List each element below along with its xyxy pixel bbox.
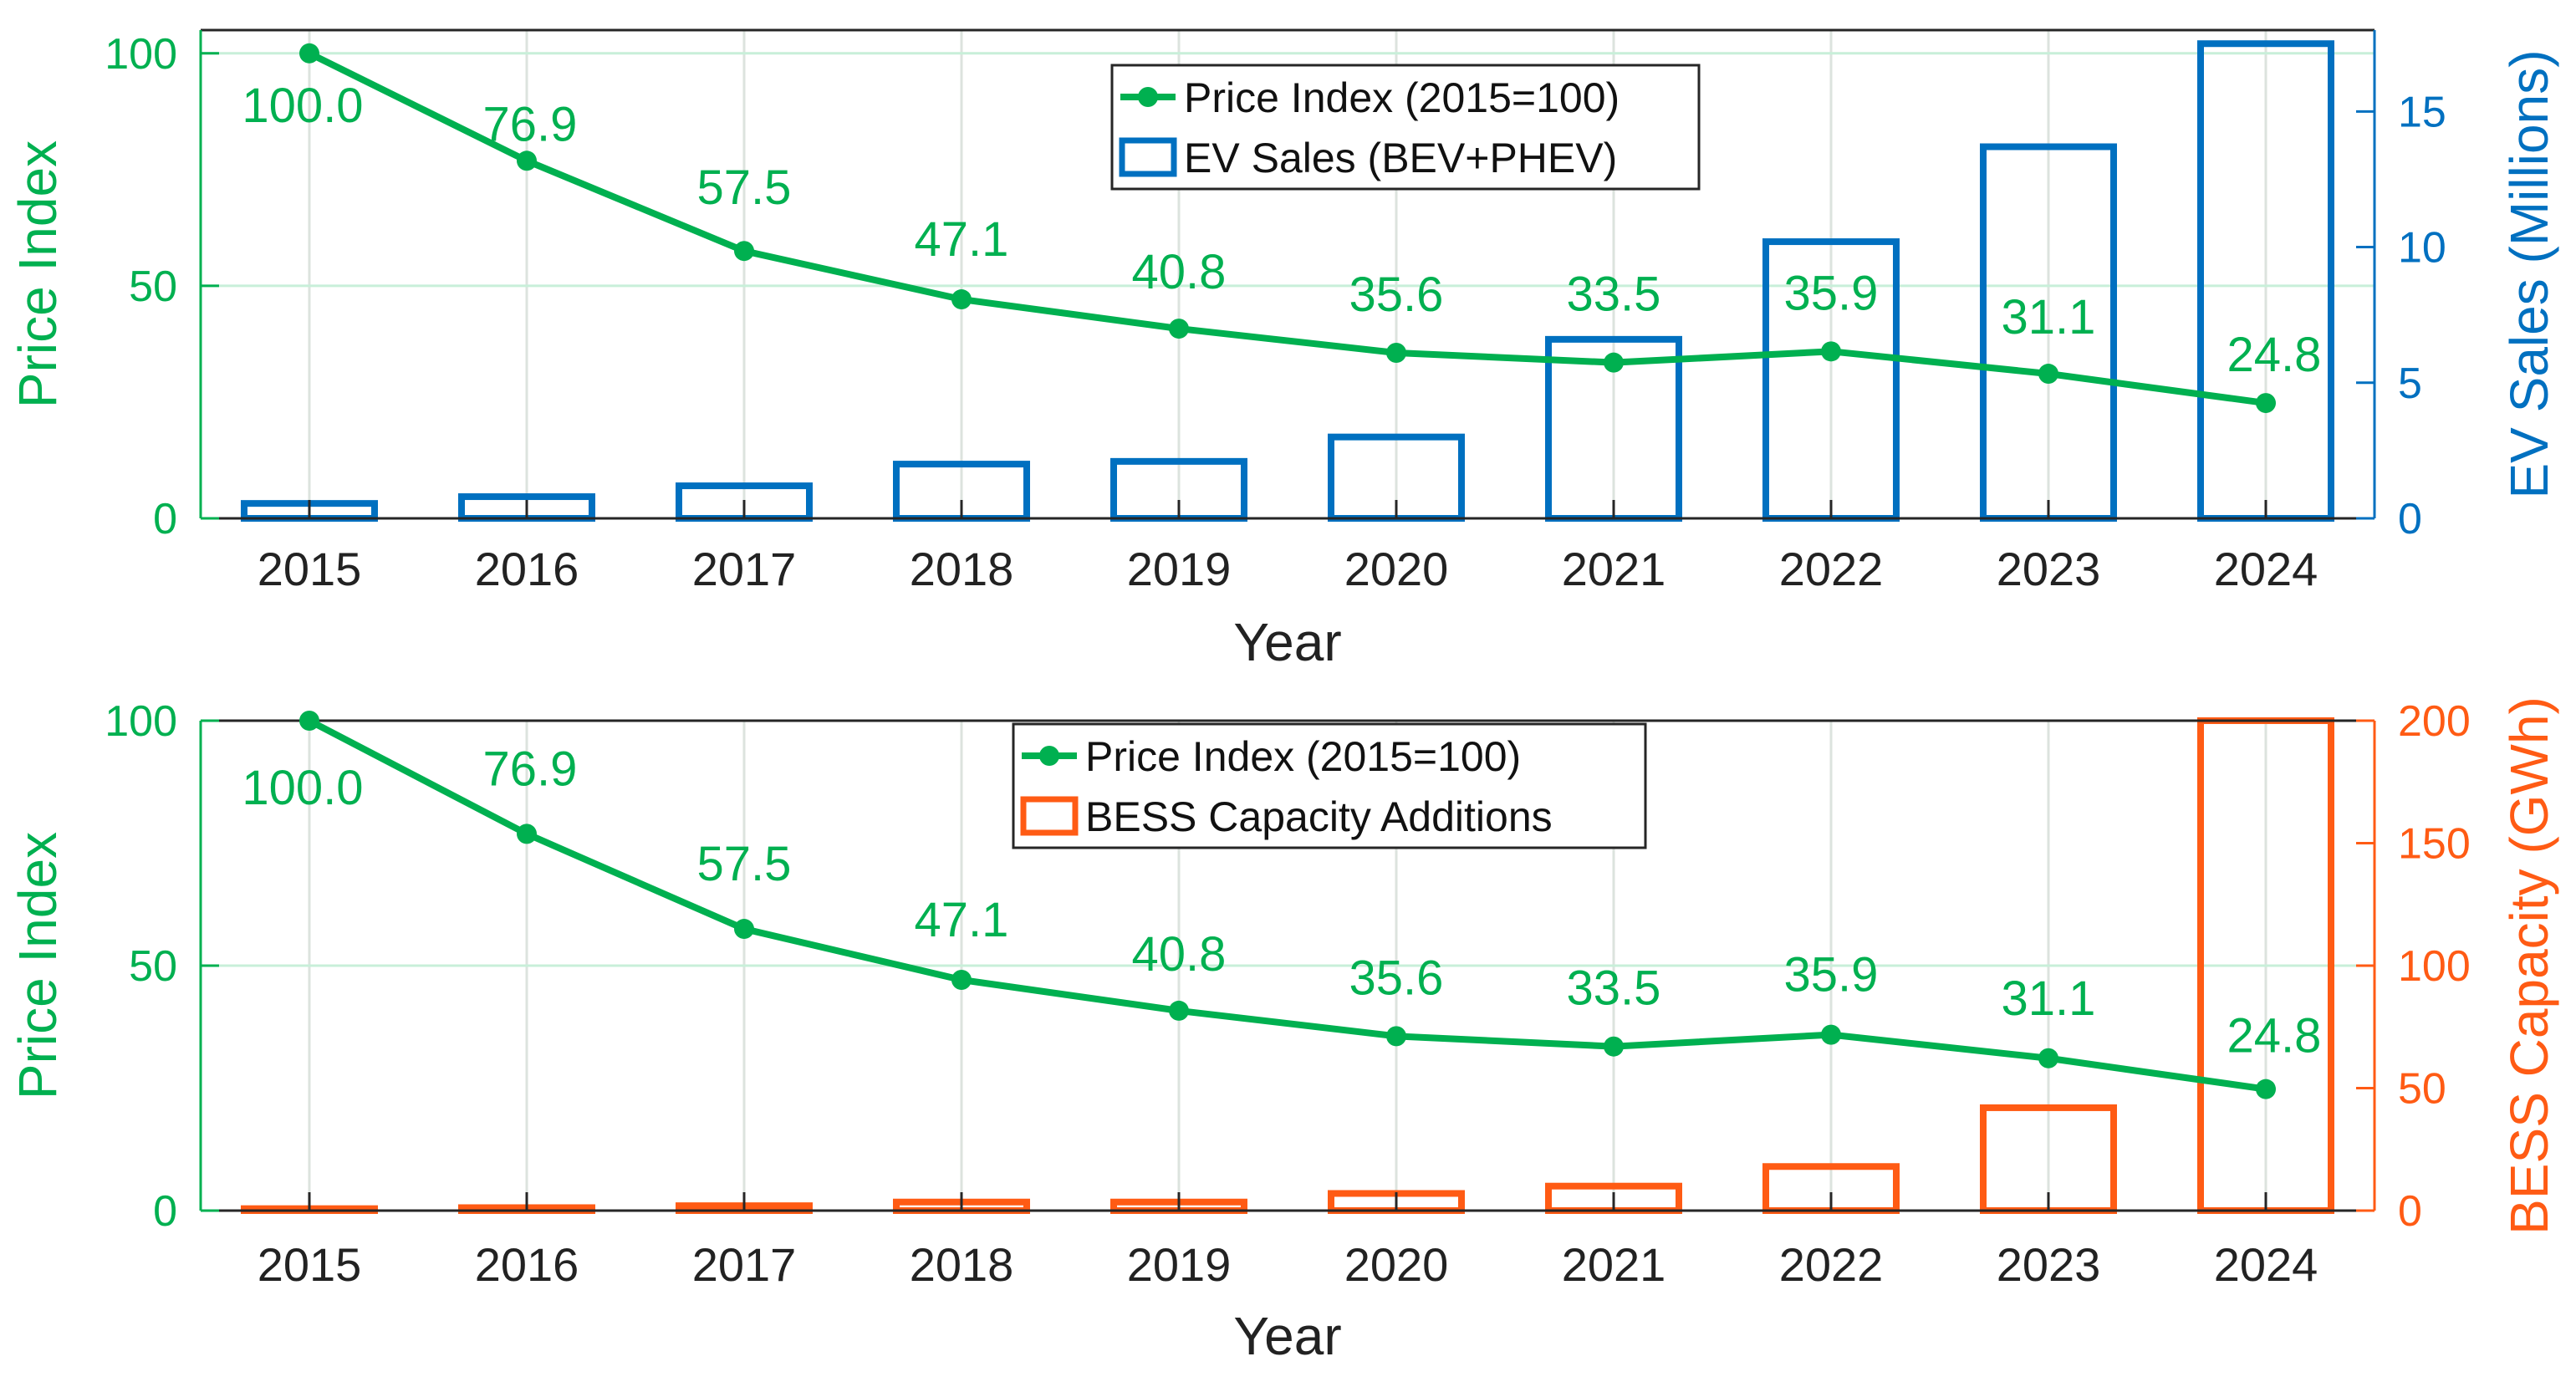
- price-point-2020: [1386, 342, 1406, 363]
- data-label-2017: 57.5: [697, 161, 792, 215]
- legend-box: [1012, 722, 1647, 849]
- y-tick-label-right: 0: [2398, 495, 2422, 543]
- x-tick-label: 2022: [1779, 1238, 1884, 1291]
- y-tick-label-right: 15: [2398, 88, 2446, 136]
- x-tick-label: 2024: [2214, 1238, 2318, 1291]
- price-point-2023: [2038, 1048, 2058, 1068]
- data-label-2016: 76.9: [483, 742, 578, 796]
- price-point-2018: [951, 969, 972, 990]
- y-tick-label-right: 10: [2398, 224, 2446, 273]
- data-label-2023: 31.1: [2002, 290, 2096, 344]
- price-point-2015: [299, 711, 319, 731]
- x-tick-label: 2015: [258, 1238, 362, 1291]
- data-label-2016: 76.9: [483, 97, 578, 151]
- x-tick-label: 2023: [1997, 1238, 2101, 1291]
- price-point-2017: [734, 241, 754, 262]
- y-tick-label-left: 50: [129, 942, 177, 991]
- price-point-2021: [1604, 352, 1624, 373]
- x-tick-label: 2019: [1127, 543, 1232, 595]
- y-axis-label-right: BESS Capacity (GWh): [2499, 696, 2559, 1235]
- price-point-2016: [517, 824, 537, 844]
- data-label-2018: 47.1: [915, 893, 1009, 947]
- price-point-2017: [734, 919, 754, 940]
- price-point-2022: [1821, 1024, 1841, 1045]
- y-tick-label-left: 100: [105, 30, 177, 79]
- price-point-2021: [1604, 1036, 1624, 1057]
- price-point-2018: [951, 289, 972, 310]
- y-axis-label-right: EV Sales (Millions): [2499, 49, 2559, 498]
- x-tick-label: 2018: [910, 543, 1014, 595]
- legend-bar-swatch: [1119, 137, 1177, 177]
- legend-marker-swatch: [1138, 87, 1158, 107]
- chart-panel-2: 0 50 100 0 50 100 150 200 2015 2016 2017 2018 2019 20…: [8, 696, 2559, 1366]
- x-tick-label: 2023: [1997, 543, 2101, 595]
- data-label-2017: 57.5: [697, 837, 792, 891]
- x-tick-label: 2018: [910, 1238, 1014, 1291]
- legend-label-price: Price Index (2015=100): [1085, 733, 1521, 780]
- data-label-2020: 35.6: [1349, 268, 1444, 322]
- price-point-2019: [1169, 319, 1189, 339]
- x-tick-label: 2015: [258, 543, 362, 595]
- y-tick-label-left: 100: [105, 697, 177, 746]
- x-tick-label: 2024: [2214, 543, 2318, 595]
- x-tick-label: 2016: [475, 1238, 579, 1291]
- x-tick-label: 2017: [692, 1238, 797, 1291]
- data-label-2024: 24.8: [2227, 328, 2322, 382]
- x-tick-label: 2020: [1344, 1238, 1449, 1291]
- y-tick-label-right: 0: [2398, 1187, 2422, 1236]
- data-label-2023: 31.1: [2002, 971, 2096, 1026]
- y-tick-label-left: 50: [129, 263, 177, 311]
- x-tick-label: 2019: [1127, 1238, 1232, 1291]
- data-label-2019: 40.8: [1132, 927, 1227, 982]
- legend-bar-swatch: [1020, 796, 1079, 836]
- price-point-2020: [1386, 1026, 1406, 1047]
- price-point-2024: [2256, 393, 2276, 414]
- data-label-2015: 100.0: [242, 761, 363, 815]
- price-point-2016: [517, 150, 537, 171]
- x-tick-label: 2020: [1344, 543, 1449, 595]
- y-tick-label-right: 100: [2398, 942, 2471, 991]
- x-axis-label: Year: [1233, 612, 1341, 672]
- legend-label-price: Price Index (2015=100): [1184, 74, 1620, 121]
- legend-box: [1110, 64, 1701, 191]
- legend: Price Index (2015=100) BESS Capacity Addi…: [1012, 722, 1647, 849]
- data-label-2019: 40.8: [1132, 245, 1227, 299]
- x-tick-label: 2021: [1562, 1238, 1666, 1291]
- data-label-2020: 35.6: [1349, 951, 1444, 1005]
- y-tick-label-right: 50: [2398, 1065, 2446, 1114]
- x-tick-label: 2022: [1779, 543, 1884, 595]
- chart-panel-1: 0 50 100 0 5 10 15 2015 2016 2017 2018 2019 2020 2021…: [8, 28, 2559, 672]
- y-axis-label-left: Price Index: [8, 140, 68, 408]
- y-tick-label-right: 5: [2398, 360, 2422, 408]
- data-label-2015: 100.0: [242, 79, 363, 133]
- legend-label-bar: BESS Capacity Additions: [1085, 793, 1553, 840]
- price-point-2019: [1169, 1000, 1189, 1021]
- y-tick-label-left: 0: [153, 1187, 177, 1236]
- y-axis-label-left: Price Index: [8, 832, 68, 1099]
- price-index-line: [308, 50, 2267, 407]
- price-point-2022: [1821, 341, 1841, 362]
- x-tick-label: 2021: [1562, 543, 1666, 595]
- price-point-2015: [299, 43, 319, 64]
- y-tick-label-left: 0: [153, 495, 177, 543]
- data-label-2021: 33.5: [1567, 961, 1661, 1016]
- data-label-2024: 24.8: [2227, 1009, 2322, 1063]
- data-label-2022: 35.9: [1784, 266, 1879, 320]
- x-axis-label: Year: [1233, 1306, 1341, 1366]
- y-tick-label-right: 150: [2398, 820, 2471, 869]
- data-label-2018: 47.1: [915, 212, 1009, 267]
- data-label-2021: 33.5: [1567, 268, 1661, 322]
- data-label-2022: 35.9: [1784, 948, 1879, 1002]
- price-point-2024: [2256, 1079, 2276, 1099]
- y-tick-label-right: 200: [2398, 697, 2471, 746]
- price-point-2023: [2038, 364, 2058, 385]
- legend-label-bar: EV Sales (BEV+PHEV): [1184, 135, 1617, 181]
- legend-marker-swatch: [1039, 746, 1059, 766]
- x-tick-label: 2017: [692, 543, 797, 595]
- price-index-line: [308, 717, 2267, 1093]
- x-tick-label: 2016: [475, 543, 579, 595]
- legend: Price Index (2015=100) EV Sales (BEV+PHEV…: [1110, 64, 1701, 191]
